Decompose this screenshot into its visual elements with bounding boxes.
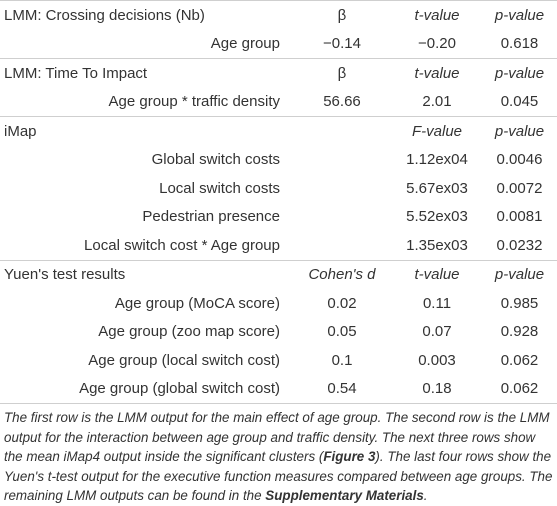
row-label: Yuen's test results <box>0 259 292 289</box>
table-row: Age group −0.14 −0.20 0.618 <box>0 30 557 59</box>
cell: p-value <box>482 116 557 146</box>
cell: 0.0072 <box>496 179 543 197</box>
row-label: Age group <box>210 35 280 53</box>
row-label: Age group (zoo map score) <box>98 323 280 341</box>
section-header-row: LMM: Crossing decisions (Nb) β t-value p-va… <box>0 0 557 30</box>
cell <box>292 146 392 175</box>
caption-text: . <box>423 488 428 503</box>
cell: −0.14 <box>323 35 361 53</box>
cell: 0.11 <box>422 294 452 312</box>
cell: 0.045 <box>500 93 539 111</box>
caption-reference: Supplementary Materials <box>265 488 424 503</box>
cell: p-value <box>482 259 557 289</box>
table-row: Age group (local switch cost) 0.1 0.003 0.0… <box>0 346 557 375</box>
table-row: Age group (global switch cost) 0.54 0.18 0.… <box>0 374 557 404</box>
cell: 2.01 <box>422 93 452 111</box>
row-label: Global switch costs <box>151 151 280 169</box>
row-label: Age group (local switch cost) <box>88 351 280 369</box>
caption-text: The first row is the LMM output for the … <box>4 410 550 464</box>
row-label: LMM: Time To Impact <box>0 58 292 88</box>
cell: β <box>292 0 392 30</box>
section-header-row: Yuen's test results Cohen's d t-value p-val… <box>0 259 557 289</box>
row-label: Age group (MoCA score) <box>114 294 280 312</box>
table-row: Local switch costs 5.67ex03 0.0072 <box>0 174 557 203</box>
cell: 0.02 <box>327 294 357 312</box>
section-header-row: iMap F-value p-value <box>0 116 557 146</box>
table-row: Pedestrian presence 5.52ex03 0.0081 <box>0 203 557 232</box>
cell: 1.12ex04 <box>406 151 468 169</box>
cell: 1.35ex03 <box>406 236 468 254</box>
cell: −0.20 <box>418 35 456 53</box>
cell: 0.003 <box>418 351 456 369</box>
cell: 0.0081 <box>496 208 543 226</box>
cell: 0.1 <box>331 351 353 369</box>
cell: 0.618 <box>500 35 539 53</box>
cell: 0.18 <box>392 374 482 404</box>
cell: 0.07 <box>422 323 452 341</box>
row-label: iMap <box>0 116 292 146</box>
table-row: Age group * traffic density 56.66 2.01 0.04… <box>0 88 557 117</box>
table-caption: The first row is the LMM output for the … <box>0 404 557 506</box>
cell <box>292 174 392 203</box>
cell: 0.985 <box>500 294 539 312</box>
cell: 0.05 <box>327 323 357 341</box>
cell <box>292 116 392 146</box>
cell: t-value <box>392 58 482 88</box>
row-label: Local switch cost * Age group <box>84 236 280 254</box>
cell: t-value <box>392 0 482 30</box>
table-row: Local switch cost * Age group 1.35ex03 0.0… <box>0 231 557 260</box>
cell <box>292 203 392 232</box>
cell: F-value <box>392 116 482 146</box>
section-header-row: LMM: Time To Impact β t-value p-value <box>0 58 557 88</box>
cell: 0.0232 <box>496 236 543 254</box>
row-label: Pedestrian presence <box>142 208 280 226</box>
cell: 5.67ex03 <box>406 179 468 197</box>
cell: 0.54 <box>292 374 392 404</box>
cell: β <box>292 58 392 88</box>
cell: p-value <box>482 0 557 30</box>
row-label: Local switch costs <box>159 179 280 197</box>
table-row: Age group (MoCA score) 0.02 0.11 0.985 <box>0 289 557 318</box>
cell: 0.0046 <box>496 151 543 169</box>
cell: 0.062 <box>500 351 539 369</box>
cell: p-value <box>482 58 557 88</box>
caption-reference: Figure 3 <box>323 449 376 464</box>
cell: t-value <box>392 259 482 289</box>
cell <box>292 231 392 260</box>
cell: 5.52ex03 <box>406 208 468 226</box>
row-label: Age group * traffic density <box>108 93 281 111</box>
cell: 0.062 <box>482 374 557 404</box>
results-table: LMM: Crossing decisions (Nb) β t-value p-va… <box>0 0 557 404</box>
cell: 0.928 <box>500 323 539 341</box>
cell: 56.66 <box>323 93 361 111</box>
row-label: Age group (global switch cost) <box>0 374 292 404</box>
table-row: Global switch costs 1.12ex04 0.0046 <box>0 146 557 175</box>
table-row: Age group (zoo map score) 0.05 0.07 0.928 <box>0 318 557 347</box>
cell: Cohen's d <box>292 259 392 289</box>
row-label: LMM: Crossing decisions (Nb) <box>0 0 292 30</box>
